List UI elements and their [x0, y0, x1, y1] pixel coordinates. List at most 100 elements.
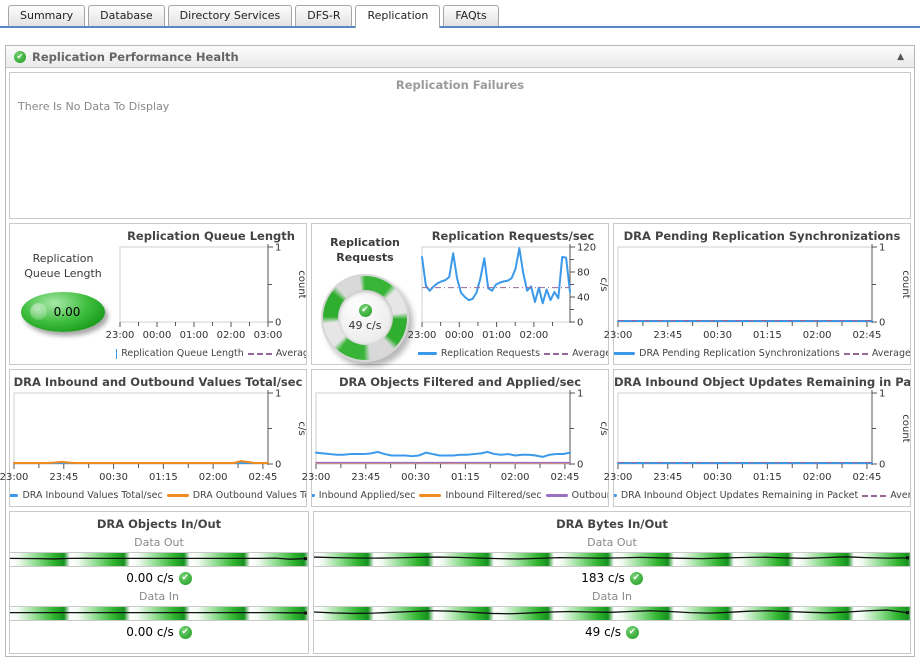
svg-text:00:00: 00:00 — [143, 330, 172, 341]
tab-summary[interactable]: Summary — [8, 5, 86, 26]
gauge-label: Replication Queue Length — [24, 252, 102, 280]
tab-faqts[interactable]: FAQts — [443, 5, 499, 26]
svg-text:02:45: 02:45 — [853, 472, 882, 483]
svg-text:count: count — [296, 270, 307, 298]
legend-label: Replication Queue Length — [121, 348, 244, 359]
svg-text:00:30: 00:30 — [703, 472, 732, 483]
ok-check-icon: ✔ — [178, 571, 192, 585]
chart-title: Replication Requests/sec — [431, 229, 595, 243]
svg-text:02:00: 02:00 — [803, 330, 832, 341]
chart-legend: DRA Inbound Object Updates Remaining in … — [614, 488, 910, 506]
legend-label: DRA Outbound Values Tota — [192, 490, 306, 501]
svg-text:23:45: 23:45 — [653, 330, 682, 341]
dra-values-total-panel: DRA Inbound and Outbound Values Total/se… — [0, 369, 307, 507]
legend-label: DRA Pending Replication Synchronizations — [639, 348, 840, 359]
requests-ring-gauge[interactable]: ✔ 49 c/s — [321, 273, 409, 362]
collapse-up-icon[interactable]: ▲ — [897, 51, 904, 62]
svg-text:02:45: 02:45 — [249, 472, 278, 483]
svg-text:23:00: 23:00 — [408, 330, 437, 341]
dra-filtered-applied-panel: DRA Objects Filtered and Applied/sec 0 1 c… — [302, 369, 609, 507]
svg-text:0: 0 — [879, 318, 885, 329]
svg-text:23:45: 23:45 — [49, 472, 78, 483]
data-out-flow-gauge[interactable] — [314, 552, 910, 567]
square-swatch — [116, 348, 118, 359]
replication-requests-chart[interactable]: 0 40 80 120 c/s 23:00 00:00 01:00 02:00 — [408, 243, 609, 346]
svg-text:02:00: 02:00 — [217, 330, 246, 341]
ok-check-icon: ✔ — [178, 625, 192, 639]
legend-label: DRA Inbound Values Total/sec — [22, 490, 163, 501]
svg-text:00:30: 00:30 — [703, 330, 732, 341]
chart-legend: Replication Queue Length Average — [116, 346, 306, 364]
svg-text:02:00: 02:00 — [519, 330, 548, 341]
dash-swatch — [247, 352, 272, 355]
legend-label: Inbound Applied/sec — [318, 490, 416, 501]
dra-values-total-chart[interactable]: 0 1 c/s 23:00 23:45 00:30 01:15 02:00 02:45 — [0, 389, 307, 488]
line-swatch — [614, 494, 617, 497]
tab-dfs-r[interactable]: DFS-R — [295, 5, 353, 26]
section-title: Replication Performance Health — [32, 49, 239, 64]
chart-legend: Inbound Applied/sec Inbound Filtered/sec O… — [312, 488, 608, 506]
chart-title: DRA Inbound Object Updates Remaining in … — [614, 375, 910, 389]
dra-filtered-applied-chart[interactable]: 0 1 c/s 23:00 23:45 00:30 01:15 02:00 02:45 — [302, 389, 609, 488]
svg-text:01:15: 01:15 — [753, 330, 782, 341]
svg-text:23:00: 23:00 — [0, 472, 28, 483]
status-ok-icon: ✔ — [14, 50, 26, 63]
svg-text:0: 0 — [275, 460, 281, 471]
data-out-flow-gauge[interactable] — [10, 552, 308, 567]
ok-check-icon: ✔ — [625, 625, 639, 639]
svg-text:c/s: c/s — [296, 421, 307, 435]
data-out-row: Data Out 0.00 c/s ✔ — [10, 531, 308, 585]
line-swatch — [545, 494, 568, 497]
queue-length-chart[interactable]: 0 1 count 23:00 00:00 01:00 02:00 03:00 — [106, 243, 307, 346]
requests-gauge-area: Replication Requests ✔ 49 c/s — [312, 224, 418, 364]
data-in-flow-gauge[interactable] — [10, 606, 308, 621]
flow-value: 0.00 c/s — [126, 625, 174, 639]
svg-text:01:15: 01:15 — [149, 472, 178, 483]
queue-length-gauge-area: Replication Queue Length 0.00 — [10, 224, 116, 364]
flow-value: 49 c/s — [585, 625, 621, 639]
svg-text:c/s: c/s — [598, 421, 609, 435]
flow-value: 183 c/s — [581, 571, 625, 585]
line-swatch — [614, 352, 636, 355]
svg-text:0: 0 — [577, 318, 583, 329]
ok-check-icon: ✔ — [358, 303, 372, 317]
section-header[interactable]: ✔ Replication Performance Health ▲ — [6, 46, 914, 68]
dash-swatch — [544, 352, 569, 355]
tab-replication[interactable]: Replication — [355, 5, 441, 28]
svg-text:1: 1 — [275, 389, 281, 400]
svg-text:00:30: 00:30 — [99, 472, 128, 483]
dra-updates-remaining-chart[interactable]: 0 1 count 23:00 23:45 00:30 01:15 02:00 02:45 — [604, 389, 911, 488]
svg-text:120: 120 — [577, 243, 596, 254]
replication-performance-health-section: ✔ Replication Performance Health ▲ Repli… — [0, 45, 915, 658]
svg-text:40: 40 — [577, 293, 590, 304]
flow-row: DRA Objects In/Out Data Out 0.00 c/s ✔ D… — [9, 511, 911, 654]
chart-legend: Replication Requests Average — [418, 346, 608, 364]
svg-text:23:45: 23:45 — [351, 472, 380, 483]
panel-title: DRA Bytes In/Out — [556, 517, 668, 531]
svg-text:01:15: 01:15 — [451, 472, 480, 483]
line-swatch — [10, 494, 19, 497]
queue-length-oval-gauge[interactable]: 0.00 — [21, 291, 105, 332]
data-in-flow-gauge[interactable] — [314, 606, 910, 621]
svg-text:00:30: 00:30 — [401, 472, 430, 483]
tab-directory-services[interactable]: Directory Services — [167, 5, 293, 26]
chart-row-2: DRA Inbound and Outbound Values Total/se… — [0, 369, 911, 507]
svg-text:count: count — [900, 414, 911, 442]
svg-text:02:45: 02:45 — [853, 330, 882, 341]
legend-label: Average — [890, 490, 910, 501]
panel-title-replication-failures: Replication Failures — [395, 78, 525, 92]
svg-text:1: 1 — [879, 389, 885, 400]
section-content: Replication Failures There Is No Data To… — [0, 68, 914, 658]
dra-updates-remaining-panel: DRA Inbound Object Updates Remaining in … — [604, 369, 911, 507]
chart-title: DRA Objects Filtered and Applied/sec — [338, 375, 582, 389]
legend-label: Inbound Filtered/sec — [445, 490, 542, 501]
chart-legend: DRA Inbound Values Total/sec DRA Outbound… — [10, 488, 306, 506]
svg-text:23:00: 23:00 — [604, 472, 633, 483]
tab-database[interactable]: Database — [88, 5, 165, 26]
chart-row-1: Replication Queue Length 0.00 Replicatio… — [9, 223, 911, 365]
gauge-label: Replication Requests — [330, 236, 400, 264]
line-swatch — [166, 494, 189, 497]
svg-text:23:00: 23:00 — [604, 330, 633, 341]
dra-pending-sync-chart[interactable]: 0 1 count 23:00 23:45 00:30 01:15 02:00 02:45 — [604, 243, 911, 346]
panel-title: DRA Objects In/Out — [96, 517, 222, 531]
